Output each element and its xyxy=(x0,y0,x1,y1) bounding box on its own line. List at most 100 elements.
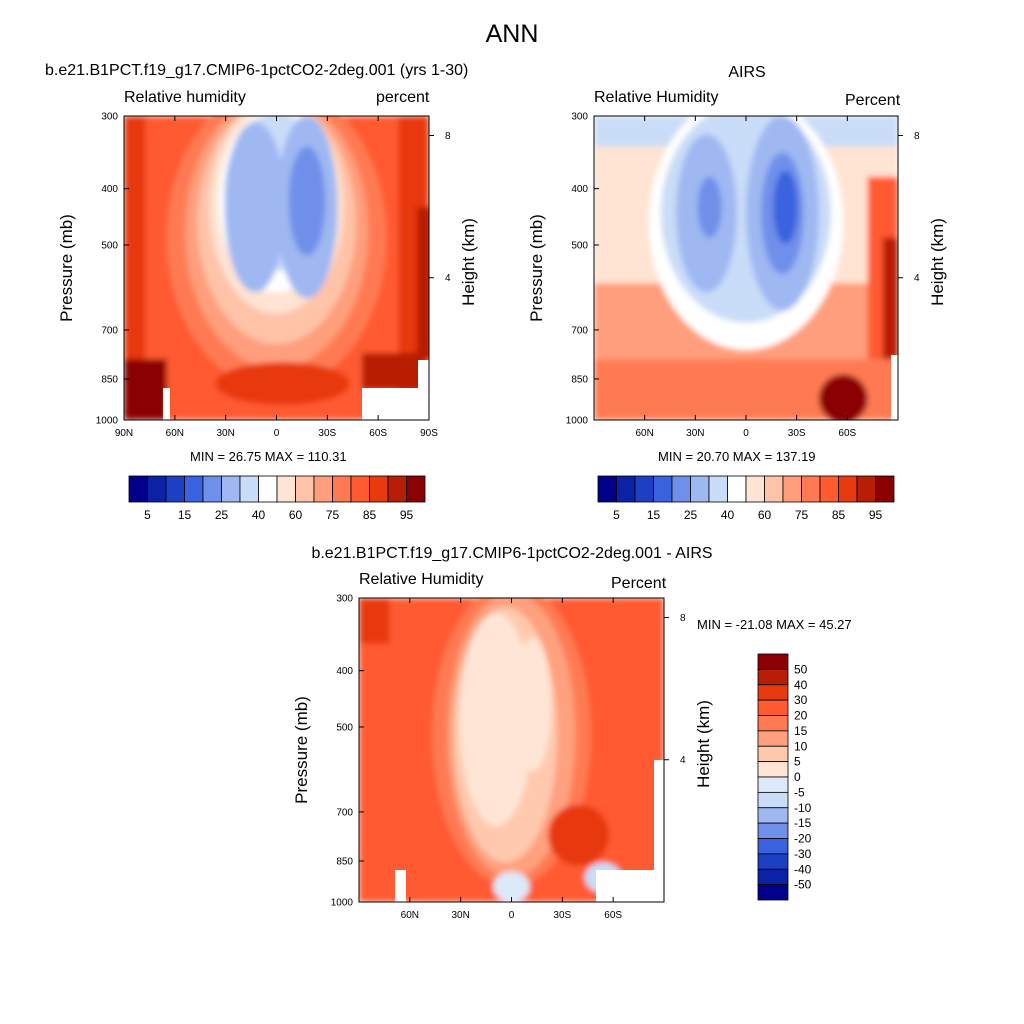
panel1-y-tick-label: 400 xyxy=(101,184,118,195)
panel3-colorbar-label: -30 xyxy=(794,847,812,861)
missing-data-5 xyxy=(395,870,406,902)
panel2-colorbar-swatch xyxy=(819,475,839,503)
panel2-x-tick-label: 30S xyxy=(788,428,806,439)
panel1-colorbar-swatch xyxy=(147,475,167,503)
panel1-y-tick-label: 700 xyxy=(101,325,118,336)
panel2-colorbar-swatch xyxy=(671,475,691,503)
panel2-subtitle-right: Percent xyxy=(845,92,901,109)
panel2-y2-tick-label: 4 xyxy=(914,273,920,284)
panel2-colorbar-label: 95 xyxy=(869,508,883,522)
panel3-colorbar-swatch xyxy=(757,668,789,686)
panel2-colorbar-swatch xyxy=(782,475,802,503)
panel3-y-tick-label: 500 xyxy=(336,722,353,733)
panel3-colorbar-label: -20 xyxy=(794,832,812,846)
panel2-colorbar-label: 5 xyxy=(613,508,620,522)
panel2-colorbar-swatch xyxy=(597,475,617,503)
panel3-x-tick-label: 0 xyxy=(509,910,515,921)
panel1-colorbar-swatch xyxy=(184,475,204,503)
panel3-colorbar-label: 10 xyxy=(794,739,808,753)
panel3-colorbar-swatch xyxy=(757,684,789,701)
panel3-y-tick-label: 700 xyxy=(336,807,353,818)
panel2-y2-tick-label: 8 xyxy=(914,131,920,142)
missing-data-3 xyxy=(418,360,429,420)
panel1-subtitle-left: Relative humidity xyxy=(124,89,246,106)
panel1-colorbar-swatch xyxy=(128,475,148,503)
panel3-colorbar-swatch xyxy=(757,653,789,670)
panel1-field xyxy=(124,116,429,420)
panel1-x-tick-label: 60N xyxy=(166,428,184,439)
panel3-y-tick-label: 300 xyxy=(336,594,353,605)
panel1-title: b.e21.B1PCT.f19_g17.CMIP6-1pctCO2-2deg.0… xyxy=(45,62,469,79)
panel1-ylabel-right: Height (km) xyxy=(459,218,478,306)
panel3-colorbar-label: -40 xyxy=(794,862,812,876)
panel2-colorbar-swatch xyxy=(727,475,747,503)
panel2-x-tick-label: 60S xyxy=(838,428,856,439)
panel3-colorbar-swatch xyxy=(757,699,789,716)
panel2-subtitle-left: Relative Humidity xyxy=(594,89,719,106)
panel3-x-tick-label: 30S xyxy=(553,910,571,921)
panel2-colorbar-swatch xyxy=(653,475,673,503)
panel1-colorbar-label: 95 xyxy=(400,508,414,522)
panel3-colorbar-label: -15 xyxy=(794,816,812,830)
panel3-x-tick-label: 60N xyxy=(401,910,419,921)
figure-title: ANN xyxy=(485,20,539,48)
panel1-colorbar-swatch xyxy=(369,475,389,503)
panel1-colorbar-label: 75 xyxy=(326,508,340,522)
missing-data-6 xyxy=(596,870,664,902)
panel2-colorbar-swatch xyxy=(745,475,765,503)
panel3-y2-tick-label: 4 xyxy=(680,755,686,766)
panel3-subtitle-right: Percent xyxy=(611,575,667,592)
panel1-y-tick-label: 500 xyxy=(101,240,118,251)
panel3-colorbar-label: -10 xyxy=(794,801,812,815)
panel3-min-max: MIN = -21.08 MAX = 45.27 xyxy=(697,617,852,632)
panel1-x-tick-label: 0 xyxy=(274,428,280,439)
panel2-colorbar-label: 60 xyxy=(758,508,772,522)
panel1-colorbar-swatch xyxy=(387,475,407,503)
panel2-colorbar-swatch xyxy=(856,475,876,503)
panel3-x-tick-label: 60S xyxy=(604,910,622,921)
panel3-colorbar-label: -50 xyxy=(794,878,812,892)
panel1-colorbar-label: 85 xyxy=(363,508,377,522)
missing-data-7 xyxy=(654,760,664,870)
panel1-colorbar-swatch xyxy=(221,475,241,503)
panel2-x-tick-label: 30N xyxy=(686,428,704,439)
panel1-colorbar-swatch xyxy=(276,475,296,503)
panel3-y-tick-label: 400 xyxy=(336,666,353,677)
panel3-y2-tick-label: 8 xyxy=(680,613,686,624)
panel2-colorbar-label: 75 xyxy=(795,508,809,522)
panel3-colorbar-label: 40 xyxy=(794,678,808,692)
panel1-x-tick-label: 90S xyxy=(420,428,438,439)
panel3-colorbar-swatch xyxy=(757,853,789,870)
panel2-colorbar-swatch xyxy=(616,475,636,503)
panel2-colorbar-label: 40 xyxy=(721,508,735,522)
panel2-colorbar-swatch xyxy=(838,475,858,503)
panel1-colorbar-label: 40 xyxy=(252,508,266,522)
panel3-x-tick-label: 30N xyxy=(451,910,469,921)
panel1-colorbar: 5 15 25 40 60 75 85 95 xyxy=(128,475,426,522)
panel2-x-tick-label: 60N xyxy=(635,428,653,439)
panel1-x-tick-label: 60S xyxy=(369,428,387,439)
panel2-y-tick-label: 1000 xyxy=(566,416,589,427)
panel3-colorbar-swatch xyxy=(757,776,789,793)
panel3-colorbar-swatch xyxy=(757,761,789,778)
panel1-colorbar-swatch xyxy=(239,475,259,503)
panel3-colorbar-swatch xyxy=(757,807,789,824)
panel2-x-tick-label: 0 xyxy=(743,428,749,439)
panel1-y-tick-label: 1000 xyxy=(96,416,119,427)
panel1-colorbar-swatch xyxy=(165,475,185,503)
panel1-y-tick-label: 300 xyxy=(101,112,118,123)
panel1-colorbar-label: 15 xyxy=(178,508,192,522)
panel2-colorbar-label: 15 xyxy=(647,508,661,522)
panel3-colorbar-label: 0 xyxy=(794,770,801,784)
panel3-colorbar-swatch xyxy=(757,791,789,809)
panel1-colorbar-swatch xyxy=(258,475,278,503)
panel1-colorbar-swatch xyxy=(406,475,426,503)
panel3-field xyxy=(359,598,664,902)
panel2-ylabel-right: Height (km) xyxy=(928,218,947,306)
panel1-colorbar-swatch xyxy=(313,475,333,503)
panel2-colorbar: 5 15 25 40 60 75 85 95 xyxy=(597,475,895,522)
panel1-colorbar-swatch xyxy=(350,475,370,503)
missing-data-1 xyxy=(163,388,170,420)
panel3-colorbar-label: 5 xyxy=(794,755,801,769)
